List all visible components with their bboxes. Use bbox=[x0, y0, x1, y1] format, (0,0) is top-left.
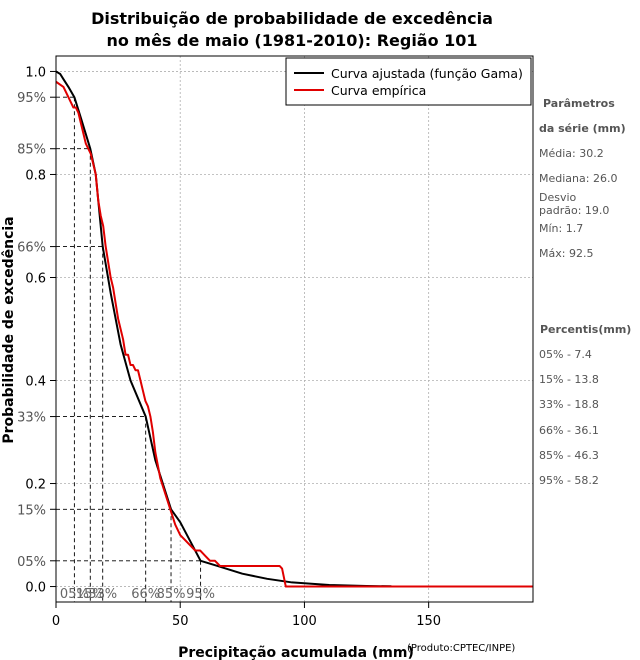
chart-title-line-1: Distribuição de probabilidade de excedên… bbox=[91, 9, 493, 28]
grid-lines bbox=[55, 56, 534, 602]
stat-max: Máx: 92.5 bbox=[539, 247, 593, 260]
legend-box bbox=[285, 57, 532, 106]
y-tick-label: 0.8 bbox=[25, 168, 46, 183]
percentile-85: 85% - 46.3 bbox=[539, 449, 599, 462]
percentile-33: 33% - 18.8 bbox=[539, 398, 599, 411]
stat-median: Mediana: 26.0 bbox=[539, 172, 617, 185]
x-axis: 0 50 100 150 bbox=[52, 602, 441, 629]
x-tick-label: 100 bbox=[292, 614, 317, 629]
stat-std-line-1: Desvio bbox=[539, 191, 577, 204]
params-heading-line-1: Parâmetros bbox=[543, 97, 615, 110]
params-heading-line-2: da série (mm) bbox=[539, 122, 626, 135]
y-tick-label: 0.0 bbox=[25, 581, 46, 596]
percentile-marker-label: 15% bbox=[76, 587, 105, 602]
series-layer bbox=[55, 70, 533, 588]
percentile-95: 95% - 58.2 bbox=[539, 474, 599, 487]
stat-std-line-2: padrão: 19.0 bbox=[539, 204, 609, 217]
legend-label-empirical: Curva empírica bbox=[331, 83, 426, 98]
series-line-empirical bbox=[55, 80, 533, 588]
percentile-05: 05% - 7.4 bbox=[539, 348, 592, 361]
legend: Curva ajustada (função Gama) Curva empír… bbox=[285, 57, 532, 106]
y-pct-tick-label: 05% bbox=[17, 555, 46, 570]
x-axis-title: Precipitação acumulada (mm) bbox=[178, 645, 414, 660]
percentile-markers: 05%15%33% 66%85% 95% bbox=[60, 587, 215, 602]
percentile-marker-label: 33% bbox=[88, 587, 117, 602]
y-tick-label: 0.2 bbox=[25, 478, 46, 493]
percentile-marker-label: 85% bbox=[157, 587, 186, 602]
legend-label-fitted: Curva ajustada (função Gama) bbox=[331, 66, 523, 81]
y-tick-label: 0.4 bbox=[25, 375, 46, 390]
y-pct-tick-label: 15% bbox=[17, 503, 46, 518]
stat-min: Mín: 1.7 bbox=[539, 222, 583, 235]
percentile-15: 15% - 13.8 bbox=[539, 373, 599, 386]
percentile-marker-label: 66% bbox=[131, 587, 160, 602]
y-pct-tick-label: 85% bbox=[17, 143, 46, 158]
stat-mean: Média: 30.2 bbox=[539, 147, 604, 160]
series-parameters-panel: Parâmetros da série (mm) Média: 30.2 Med… bbox=[539, 97, 631, 487]
x-tick-label: 0 bbox=[52, 614, 60, 629]
y-axis-title: Probabilidade de excedência bbox=[1, 216, 17, 443]
y-axis: 0.0 0.2 0.4 0.6 0.8 1.0 05% 15% 33% 66% 85% 95% bbox=[17, 65, 56, 596]
y-pct-tick-label: 95% bbox=[17, 91, 46, 106]
x-tick-label: 50 bbox=[172, 614, 189, 629]
percentile-66: 66% - 36.1 bbox=[539, 424, 599, 437]
y-pct-tick-label: 66% bbox=[17, 241, 46, 256]
percentiles-heading: Percentis(mm) bbox=[540, 323, 631, 336]
percentile-marker-label: 05% bbox=[60, 587, 89, 602]
chart-title-line-2: no mês de maio (1981-2010): Região 101 bbox=[106, 31, 477, 50]
credit-label: (Produto:CPTEC/INPE) bbox=[407, 643, 515, 654]
chart-title: Distribuição de probabilidade de excedên… bbox=[91, 9, 493, 50]
x-tick-label: 150 bbox=[416, 614, 441, 629]
y-tick-label: 0.6 bbox=[25, 271, 46, 286]
series-line-fitted-gamma bbox=[55, 70, 392, 588]
y-pct-tick-label: 33% bbox=[17, 411, 46, 426]
percentile-marker-label: 95% bbox=[186, 587, 215, 602]
plot-frame bbox=[55, 55, 534, 603]
y-tick-label: 1.0 bbox=[25, 65, 46, 80]
percentile-guides bbox=[56, 96, 202, 602]
